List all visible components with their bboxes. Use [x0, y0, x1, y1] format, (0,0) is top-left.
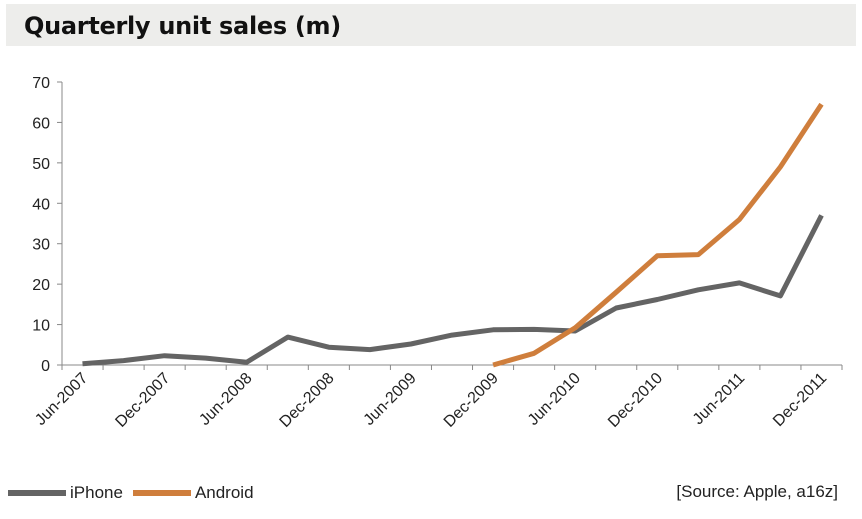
- legend-swatch-android: [132, 490, 191, 496]
- series-line-android: [492, 102, 824, 368]
- x-tick-label: Dec-2011: [770, 370, 830, 430]
- x-tick-label: Dec-2009: [441, 370, 502, 431]
- source-note: [Source: Apple, a16z]: [676, 482, 838, 501]
- legend-item-iphone: iPhone: [8, 483, 123, 503]
- x-tick-label: Jun-2010: [525, 370, 584, 429]
- y-tick-label: 50: [32, 156, 50, 173]
- y-tick-label: 30: [32, 237, 50, 254]
- x-tick-label: Dec-2008: [277, 370, 338, 431]
- y-tick-label: 40: [32, 196, 50, 213]
- title-bar: Quarterly unit sales (m): [6, 4, 856, 46]
- y-tick-label: 60: [32, 115, 50, 132]
- legend-item-android: Android: [132, 483, 254, 503]
- legend: iPhone Android: [8, 481, 264, 505]
- x-axis: Jun-2007 Dec-2007 Jun-2008 Dec-2008 Jun-2009…: [32, 364, 843, 431]
- x-tick-label: Dec-2007: [112, 370, 173, 431]
- x-tick-label: Jun-2009: [361, 370, 420, 429]
- y-tick-label: 10: [32, 318, 50, 335]
- series-layer: [82, 102, 824, 368]
- x-tick-label: Jun-2007: [32, 370, 91, 429]
- legend-label-iphone: iPhone: [70, 483, 123, 502]
- legend-label-android: Android: [194, 483, 254, 502]
- legend-swatch-iphone: [8, 490, 66, 496]
- chart-title: Quarterly unit sales (m): [24, 12, 341, 40]
- x-tick-label: Jun-2008: [196, 370, 255, 429]
- y-tick-label: 0: [41, 358, 50, 375]
- series-line-iphone: [82, 214, 824, 367]
- y-tick-label: 70: [32, 75, 50, 92]
- x-tick-label: Jun-2011: [690, 370, 748, 428]
- y-tick-label: 20: [32, 277, 50, 294]
- y-axis: 0 10 20 30 40 50 60 70: [32, 75, 63, 375]
- x-tick-label: Dec-2010: [605, 370, 666, 431]
